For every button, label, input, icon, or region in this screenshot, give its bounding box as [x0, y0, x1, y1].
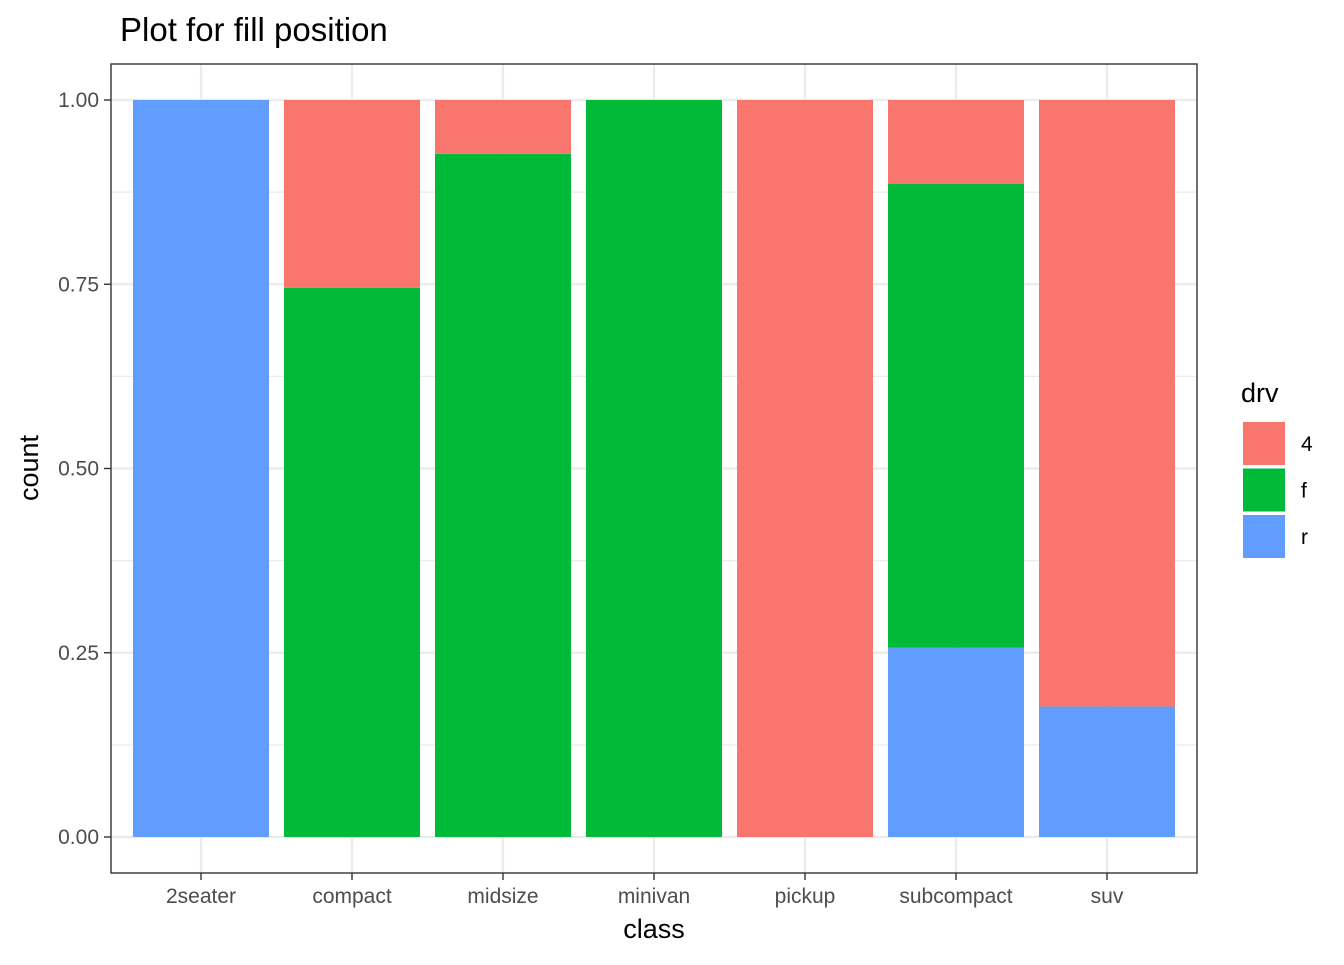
legend: drv 4 fr	[1241, 378, 1313, 558]
x-axis-title: class	[623, 914, 685, 944]
plot-area	[110, 63, 1198, 874]
legend-swatch	[1243, 422, 1285, 465]
bar-segment	[888, 100, 1024, 185]
bar-segment	[284, 100, 420, 288]
legend-swatch	[1243, 515, 1285, 558]
bar-segment	[1039, 100, 1175, 707]
legend-label: f	[1301, 480, 1307, 503]
y-tick-label: 1.00	[58, 89, 99, 112]
legend-swatch	[1243, 468, 1285, 512]
y-axis: 0.00 0.25 0.50 0.75 1.00	[58, 89, 111, 849]
bars	[133, 100, 1175, 837]
legend-label: r	[1301, 526, 1308, 549]
bar-segment	[284, 287, 420, 837]
legend-title: drv	[1241, 378, 1279, 408]
chart-title: Plot for fill position	[120, 11, 388, 48]
y-axis-title: count	[14, 434, 44, 501]
y-tick-label: 0.50	[58, 458, 99, 481]
bar-segment	[435, 153, 571, 837]
y-tick-label: 0.75	[58, 273, 99, 296]
bar-segment	[133, 100, 269, 837]
x-tick-label: 2seater	[166, 885, 236, 908]
y-tick-label: 0.00	[58, 826, 99, 849]
bar-segment	[586, 100, 722, 837]
bar-segment	[1039, 706, 1175, 837]
x-axis: 2seater compact midsize minivan pickup subcom…	[166, 873, 1124, 908]
x-tick-label: pickup	[775, 885, 836, 908]
bar-segment	[737, 100, 873, 837]
x-tick-label: midsize	[467, 885, 538, 908]
x-tick-label: compact	[312, 885, 392, 908]
bar-segment	[888, 184, 1024, 648]
y-tick-label: 0.25	[58, 642, 99, 665]
bar-segment	[435, 100, 571, 154]
legend-items: 4 fr	[1243, 422, 1313, 558]
x-tick-label: suv	[1091, 885, 1124, 908]
x-tick-label: minivan	[618, 885, 690, 908]
bar-segment	[888, 647, 1024, 837]
legend-label: 4	[1301, 433, 1313, 456]
x-tick-label: subcompact	[899, 885, 1012, 908]
